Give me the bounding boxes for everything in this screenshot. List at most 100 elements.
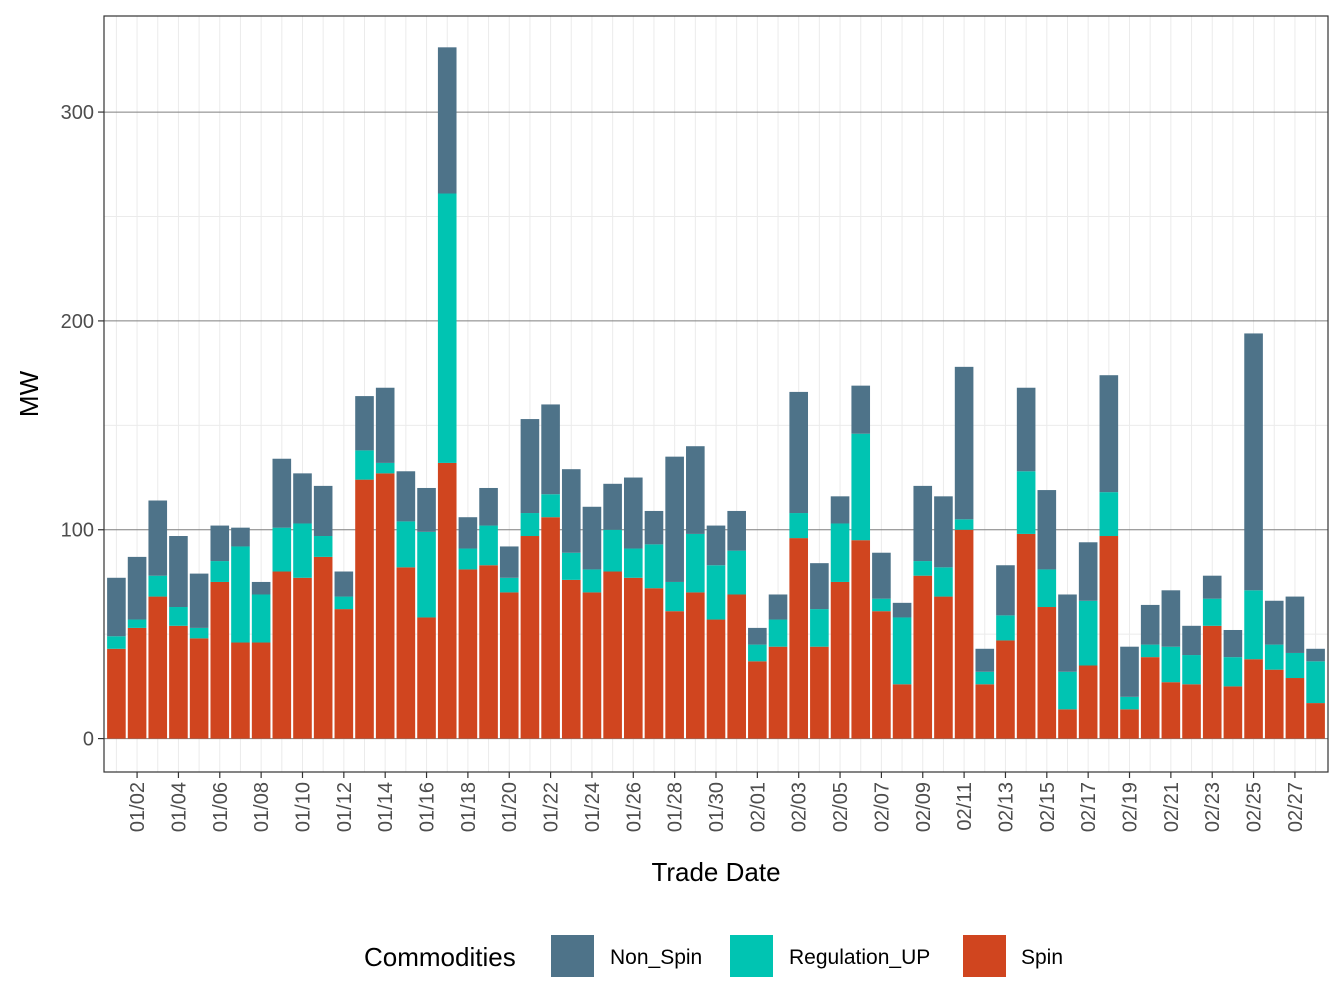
bar-spin-01-27 <box>644 588 664 739</box>
bar-regulation-up-01-15 <box>396 521 416 568</box>
y-axis-title: MW <box>14 370 44 417</box>
x-tick-label: 02/15 <box>1037 782 1059 832</box>
bar-regulation-up-01-25 <box>603 529 622 572</box>
bar-non-spin-01-07 <box>231 527 250 547</box>
x-tick-label: 01/26 <box>623 782 645 832</box>
bar-regulation-up-02-19 <box>1120 696 1139 710</box>
bar-non-spin-01-02 <box>127 556 147 620</box>
bar-spin-01-25 <box>603 571 622 739</box>
bar-regulation-up-01-24 <box>582 569 602 593</box>
x-tick-label: 01/16 <box>417 782 439 832</box>
bar-spin-02-20 <box>1140 657 1160 739</box>
bar-spin-02-23 <box>1202 625 1222 739</box>
bar-spin-01-29 <box>686 592 705 739</box>
bar-series-group <box>107 47 1325 739</box>
bar-non-spin-02-26 <box>1264 600 1284 645</box>
bar-non-spin-01-23 <box>561 469 581 553</box>
x-tick-label: 01/10 <box>292 782 314 832</box>
bar-regulation-up-02-14 <box>1016 471 1036 534</box>
bar-regulation-up-01-09 <box>272 527 292 572</box>
bar-non-spin-01-01 <box>107 577 126 637</box>
bar-regulation-up-02-28 <box>1306 661 1325 704</box>
bar-spin-01-31 <box>727 594 746 739</box>
x-tick-label: 02/03 <box>789 782 811 832</box>
bar-regulation-up-01-02 <box>127 619 147 628</box>
bar-non-spin-02-02 <box>768 594 788 620</box>
x-tick-label: 01/04 <box>168 782 190 832</box>
bar-non-spin-01-12 <box>334 571 354 597</box>
x-tick-label: 01/20 <box>499 782 521 832</box>
bar-spin-02-07 <box>872 611 891 739</box>
bar-non-spin-01-21 <box>520 419 540 514</box>
bar-regulation-up-02-11 <box>954 519 974 530</box>
bar-regulation-up-02-21 <box>1161 646 1181 683</box>
bar-spin-02-08 <box>892 684 912 739</box>
x-tick-label: 01/08 <box>251 782 273 832</box>
bar-non-spin-01-14 <box>375 387 395 463</box>
bar-non-spin-02-03 <box>789 391 809 514</box>
bar-regulation-up-01-01 <box>107 636 126 649</box>
bar-spin-01-18 <box>458 569 478 739</box>
bar-regulation-up-01-08 <box>251 594 271 643</box>
bar-spin-01-03 <box>148 596 168 739</box>
bar-spin-01-11 <box>313 556 333 739</box>
bar-regulation-up-01-17 <box>437 193 457 463</box>
bar-non-spin-02-21 <box>1161 590 1181 647</box>
bar-non-spin-02-24 <box>1223 629 1243 658</box>
bar-spin-01-19 <box>479 565 498 739</box>
bar-non-spin-01-24 <box>582 506 602 570</box>
bar-spin-01-06 <box>210 581 230 739</box>
bar-non-spin-01-08 <box>251 581 271 595</box>
bar-non-spin-02-28 <box>1306 648 1325 662</box>
x-tick-label: 01/12 <box>334 782 356 832</box>
bar-spin-02-05 <box>830 581 850 739</box>
bar-spin-01-08 <box>251 642 271 739</box>
bar-regulation-up-01-21 <box>520 513 540 537</box>
bar-non-spin-01-28 <box>665 456 684 582</box>
bar-regulation-up-02-03 <box>789 513 809 539</box>
bar-non-spin-01-19 <box>479 487 498 526</box>
y-tick-label: 100 <box>61 520 94 542</box>
bar-spin-01-20 <box>499 592 519 739</box>
bar-spin-02-22 <box>1182 684 1201 739</box>
bar-spin-01-30 <box>706 619 726 739</box>
bar-spin-02-17 <box>1078 665 1098 739</box>
bar-non-spin-01-17 <box>437 47 457 194</box>
bar-regulation-up-02-12 <box>975 671 995 685</box>
bar-non-spin-01-09 <box>272 458 292 528</box>
bar-spin-01-24 <box>582 592 602 739</box>
bar-spin-01-22 <box>541 517 560 739</box>
bar-non-spin-02-22 <box>1182 625 1201 656</box>
bar-regulation-up-01-03 <box>148 575 168 597</box>
bar-regulation-up-01-18 <box>458 548 478 570</box>
bar-non-spin-01-06 <box>210 525 230 562</box>
x-tick-label: 02/25 <box>1244 782 1266 832</box>
bar-spin-01-02 <box>127 627 147 739</box>
bar-spin-01-07 <box>231 642 250 739</box>
bar-non-spin-01-20 <box>499 546 519 578</box>
bar-regulation-up-01-28 <box>665 581 684 612</box>
bar-spin-02-24 <box>1223 686 1243 739</box>
bar-spin-02-09 <box>913 575 933 739</box>
bar-regulation-up-02-27 <box>1285 652 1305 679</box>
bar-non-spin-01-05 <box>189 573 209 628</box>
bar-spin-01-14 <box>375 473 395 739</box>
bar-regulation-up-02-23 <box>1202 598 1222 626</box>
bar-spin-01-26 <box>623 577 643 739</box>
bar-spin-01-16 <box>417 617 436 739</box>
bar-regulation-up-01-13 <box>355 450 374 480</box>
x-tick-label: 01/30 <box>706 782 728 832</box>
bar-non-spin-01-10 <box>293 473 312 524</box>
legend-label-non-spin: Non_Spin <box>610 946 702 969</box>
bar-regulation-up-01-11 <box>313 536 333 557</box>
x-tick-label: 02/11 <box>954 782 976 831</box>
bar-non-spin-02-18 <box>1099 375 1119 493</box>
bar-non-spin-02-17 <box>1078 542 1098 601</box>
bar-regulation-up-01-04 <box>169 607 188 626</box>
bar-spin-01-04 <box>169 625 188 739</box>
bar-regulation-up-01-27 <box>644 544 664 589</box>
bar-non-spin-01-04 <box>169 536 188 608</box>
bar-non-spin-01-31 <box>727 510 746 551</box>
x-tick-label: 01/28 <box>665 782 687 832</box>
